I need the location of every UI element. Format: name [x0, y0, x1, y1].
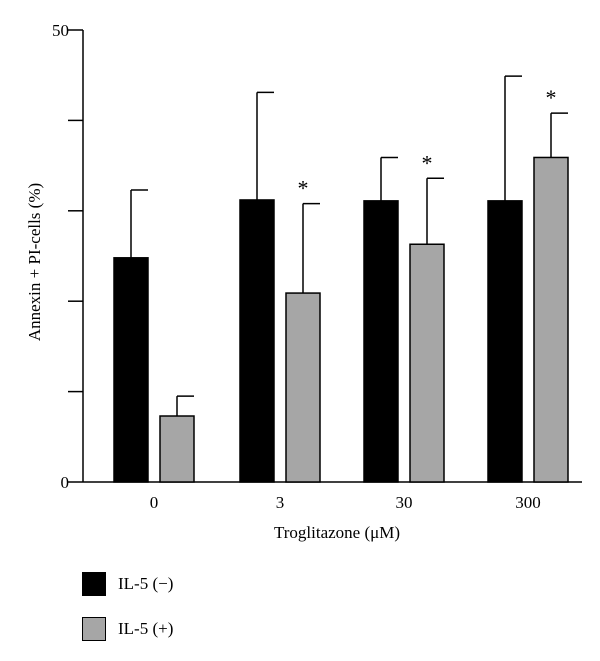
legend-swatch-il5-minus — [82, 572, 106, 596]
legend-label-il5-minus: IL-5 (−) — [118, 574, 174, 593]
x-tick-label: 0 — [150, 493, 159, 512]
bar — [113, 257, 149, 483]
bar — [285, 292, 321, 483]
bar — [533, 156, 569, 483]
significance-marker: * — [298, 176, 309, 201]
chart-bars: * * * — [113, 75, 569, 483]
bar — [239, 199, 275, 483]
y-tick-label: 50 — [52, 21, 69, 40]
legend-item-il5-plus: IL-5 (+) — [82, 617, 173, 641]
bar — [487, 200, 523, 483]
legend-item-il5-minus: IL-5 (−) — [82, 572, 173, 596]
legend-label-il5-plus: IL-5 (+) — [118, 619, 174, 638]
y-tick-label: 0 — [61, 473, 70, 492]
legend-swatch-il5-plus — [82, 617, 106, 641]
bar-chart: 0 50 0 3 30 300 * * * Annexin + PI-cells (%) Tr… — [25, 21, 582, 542]
bar — [409, 243, 445, 483]
x-tick-label: 30 — [396, 493, 413, 512]
bar — [159, 415, 195, 483]
bar — [363, 200, 399, 483]
x-axis-label: Troglitazone (μM) — [274, 523, 400, 542]
x-tick-label: 3 — [276, 493, 285, 512]
significance-marker: * — [546, 85, 557, 110]
y-axis-label: Annexin + PI-cells (%) — [25, 183, 44, 341]
x-tick-label: 300 — [515, 493, 541, 512]
significance-marker: * — [422, 150, 433, 175]
